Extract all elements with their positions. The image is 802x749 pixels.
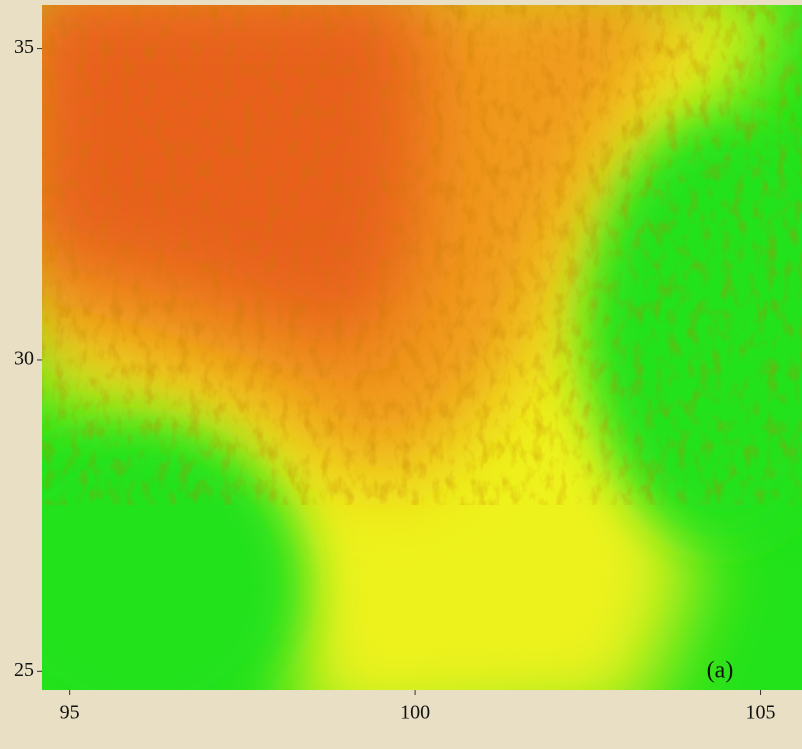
y-tick-label: 25	[14, 659, 34, 681]
x-tick-label: 95	[60, 702, 80, 724]
texture	[42, 5, 802, 505]
x-tick-label: 105	[746, 702, 776, 724]
panel-label: (a)	[707, 658, 734, 684]
y-tick-label: 30	[14, 348, 34, 370]
x-tick-label: 100	[400, 702, 430, 724]
y-tick-label: 35	[14, 36, 34, 58]
